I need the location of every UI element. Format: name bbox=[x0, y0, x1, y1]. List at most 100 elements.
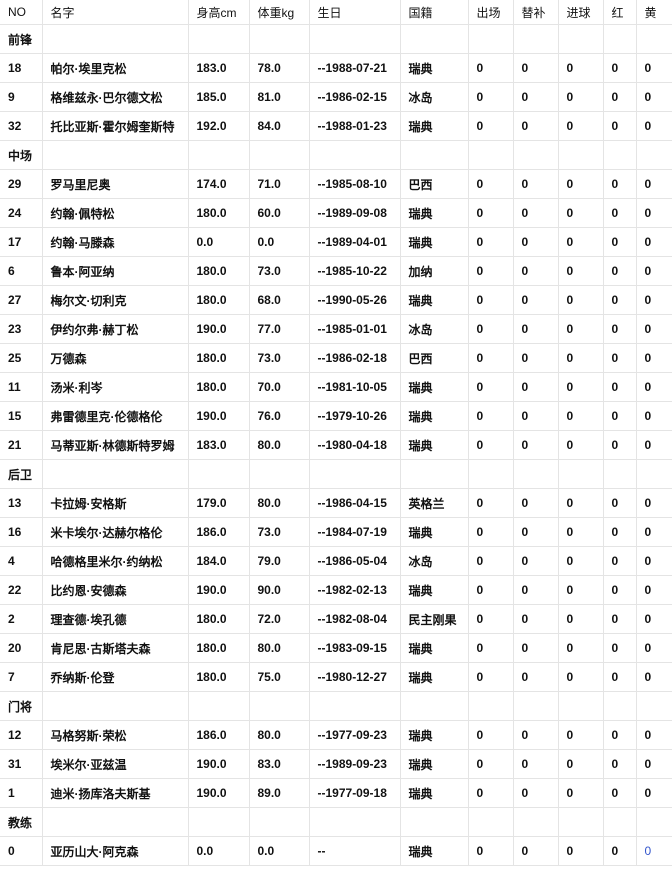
table-row: 16 米卡埃尔·达赫尔格伦 186.0 73.0 --1984-07-19 瑞典 0 0 0 0 0 bbox=[0, 517, 672, 547]
cell-appearances: 0 bbox=[467, 488, 514, 518]
cell-no: 7 bbox=[0, 662, 43, 692]
cell-nationality: 瑞典 bbox=[399, 720, 469, 750]
cell-height: 190.0 bbox=[187, 575, 250, 605]
cell-height: 180.0 bbox=[187, 604, 250, 634]
cell-no: 9 bbox=[0, 82, 43, 112]
cell-goals: 0 bbox=[557, 633, 604, 663]
cell-red: 0 bbox=[602, 256, 637, 286]
cell-yellow: 0 bbox=[635, 372, 672, 402]
cell-appearances: 0 bbox=[467, 401, 514, 431]
header-col-nationality: 国籍 bbox=[399, 0, 469, 25]
cell-goals: 0 bbox=[557, 488, 604, 518]
cell-name: 理查德·埃孔德 bbox=[41, 604, 189, 634]
cell-goals: 0 bbox=[557, 401, 604, 431]
cell-weight: 78.0 bbox=[248, 53, 310, 83]
cell-appearances: 0 bbox=[467, 575, 514, 605]
cell-name: 约翰·马滕森 bbox=[41, 227, 189, 257]
cell-weight: 75.0 bbox=[248, 662, 310, 692]
empty-cell bbox=[467, 459, 514, 489]
cell-red: 0 bbox=[602, 53, 637, 83]
cell-birthday: --1986-05-04 bbox=[308, 546, 401, 576]
cell-weight: 80.0 bbox=[248, 720, 310, 750]
empty-cell bbox=[512, 807, 559, 837]
cell-nationality: 冰岛 bbox=[399, 546, 469, 576]
cell-height: 180.0 bbox=[187, 198, 250, 228]
cell-no: 21 bbox=[0, 430, 43, 460]
header-col-height: 身高cm bbox=[187, 0, 250, 25]
cell-red: 0 bbox=[602, 836, 637, 866]
cell-no: 29 bbox=[0, 169, 43, 199]
group-label: 中场 bbox=[0, 140, 43, 170]
cell-weight: 73.0 bbox=[248, 256, 310, 286]
group-label: 教练 bbox=[0, 807, 43, 837]
cell-name: 梅尔文·切利克 bbox=[41, 285, 189, 315]
table-row: 25 万德森 180.0 73.0 --1986-02-18 巴西 0 0 0 0 0 bbox=[0, 343, 672, 373]
cell-red: 0 bbox=[602, 430, 637, 460]
cell-substitutes: 0 bbox=[512, 575, 559, 605]
cell-appearances: 0 bbox=[467, 314, 514, 344]
cell-substitutes: 0 bbox=[512, 343, 559, 373]
cell-birthday: --1982-08-04 bbox=[308, 604, 401, 634]
cell-nationality: 冰岛 bbox=[399, 82, 469, 112]
empty-cell bbox=[635, 807, 672, 837]
empty-cell bbox=[467, 24, 514, 54]
cell-appearances: 0 bbox=[467, 82, 514, 112]
table-row: 21 马蒂亚斯·林德斯特罗姆 183.0 80.0 --1980-04-18 瑞典 0 0 0 0… bbox=[0, 430, 672, 460]
table-row: 17 约翰·马滕森 0.0 0.0 --1989-04-01 瑞典 0 0 0 0 0 bbox=[0, 227, 672, 257]
cell-height: 186.0 bbox=[187, 517, 250, 547]
empty-cell bbox=[187, 807, 250, 837]
header-col-no: NO bbox=[0, 0, 43, 25]
cell-goals: 0 bbox=[557, 546, 604, 576]
cell-red: 0 bbox=[602, 575, 637, 605]
cell-height: 190.0 bbox=[187, 749, 250, 779]
cell-name: 托比亚斯·霍尔姆奎斯特 bbox=[41, 111, 189, 141]
cell-birthday: --1980-04-18 bbox=[308, 430, 401, 460]
cell-substitutes: 0 bbox=[512, 372, 559, 402]
cell-yellow: 0 bbox=[635, 198, 672, 228]
cell-birthday: --1988-01-23 bbox=[308, 111, 401, 141]
cell-yellow: 0 bbox=[635, 633, 672, 663]
empty-cell bbox=[41, 24, 189, 54]
cell-appearances: 0 bbox=[467, 778, 514, 808]
cell-goals: 0 bbox=[557, 604, 604, 634]
header-col-weight: 体重kg bbox=[248, 0, 310, 25]
cell-yellow: 0 bbox=[635, 82, 672, 112]
table-row: 0 亚历山大·阿克森 0.0 0.0 -- 瑞典 0 0 0 0 0 bbox=[0, 836, 672, 866]
empty-cell bbox=[602, 24, 637, 54]
cell-red: 0 bbox=[602, 488, 637, 518]
cell-substitutes: 0 bbox=[512, 227, 559, 257]
cell-name: 约翰·佩特松 bbox=[41, 198, 189, 228]
cell-substitutes: 0 bbox=[512, 633, 559, 663]
empty-cell bbox=[248, 459, 310, 489]
cell-weight: 79.0 bbox=[248, 546, 310, 576]
cell-height: 190.0 bbox=[187, 778, 250, 808]
cell-yellow: 0 bbox=[635, 401, 672, 431]
cell-substitutes: 0 bbox=[512, 836, 559, 866]
cell-goals: 0 bbox=[557, 749, 604, 779]
cell-appearances: 0 bbox=[467, 285, 514, 315]
empty-cell bbox=[557, 459, 604, 489]
cell-goals: 0 bbox=[557, 430, 604, 460]
cell-height: 174.0 bbox=[187, 169, 250, 199]
cell-red: 0 bbox=[602, 111, 637, 141]
cell-height: 180.0 bbox=[187, 285, 250, 315]
cell-name: 伊约尔弗·赫丁松 bbox=[41, 314, 189, 344]
cell-weight: 71.0 bbox=[248, 169, 310, 199]
empty-cell bbox=[467, 807, 514, 837]
cell-no: 16 bbox=[0, 517, 43, 547]
empty-cell bbox=[41, 459, 189, 489]
cell-red: 0 bbox=[602, 662, 637, 692]
cell-height: 179.0 bbox=[187, 488, 250, 518]
cell-birthday: --1979-10-26 bbox=[308, 401, 401, 431]
cell-substitutes: 0 bbox=[512, 604, 559, 634]
cell-birthday: --1988-07-21 bbox=[308, 53, 401, 83]
cell-no: 23 bbox=[0, 314, 43, 344]
group-label: 前锋 bbox=[0, 24, 43, 54]
cell-no: 15 bbox=[0, 401, 43, 431]
cell-goals: 0 bbox=[557, 53, 604, 83]
empty-cell bbox=[557, 691, 604, 721]
cell-red: 0 bbox=[602, 198, 637, 228]
cell-birthday: --1977-09-18 bbox=[308, 778, 401, 808]
cell-nationality: 瑞典 bbox=[399, 517, 469, 547]
cell-nationality: 瑞典 bbox=[399, 401, 469, 431]
